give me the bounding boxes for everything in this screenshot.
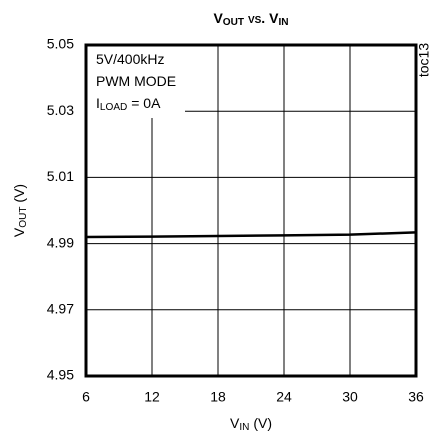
x-tick-label: 24	[276, 389, 292, 405]
annotation-part: = 0A	[127, 95, 161, 111]
y-tick-label: 5.05	[47, 36, 74, 52]
data-line	[85, 231, 417, 239]
annotation: ILOAD = 0A	[96, 95, 161, 113]
annotation-part: PWM MODE	[96, 73, 176, 89]
y-axis-label-part: OUT	[18, 206, 29, 227]
x-axis-label-part: (V)	[249, 415, 272, 431]
annotation: PWM MODE	[96, 73, 176, 89]
annotation-part: LOAD	[100, 102, 127, 113]
chart-title-part: OUT	[223, 17, 245, 28]
x-axis-label-part: V	[230, 415, 240, 431]
annotation-part: 5V/400kHz	[96, 51, 164, 67]
side-label: toc13	[416, 43, 430, 77]
y-tick-label: 5.03	[47, 102, 74, 118]
x-tick-label: 36	[408, 389, 424, 405]
y-axis-label-part: (V)	[11, 184, 27, 207]
y-axis-label-part: V	[11, 227, 27, 237]
chart-title: VOUT vs. VIN	[213, 10, 288, 28]
y-tick-label: 4.95	[47, 367, 74, 383]
y-tick-label: 5.01	[47, 168, 74, 184]
x-axis-label-part: IN	[239, 422, 249, 433]
chart-title-part: IN	[278, 17, 288, 28]
annotation: 5V/400kHz	[96, 51, 164, 67]
y-axis-label: VOUT (V)	[11, 184, 29, 237]
chart-title-part: vs. V	[244, 10, 279, 26]
plot-frame	[84, 43, 418, 378]
x-axis-label: VIN (V)	[230, 415, 272, 433]
annotation-background	[87, 46, 185, 118]
x-tick-label: 30	[342, 389, 358, 405]
chart-title-part: V	[213, 10, 223, 26]
y-tick-label: 4.97	[47, 301, 74, 317]
annotation-part: I	[96, 95, 100, 111]
y-tick-label: 4.99	[47, 234, 74, 250]
x-tick-label: 12	[144, 389, 160, 405]
x-tick-label: 6	[82, 389, 90, 405]
x-tick-label: 18	[210, 389, 226, 405]
